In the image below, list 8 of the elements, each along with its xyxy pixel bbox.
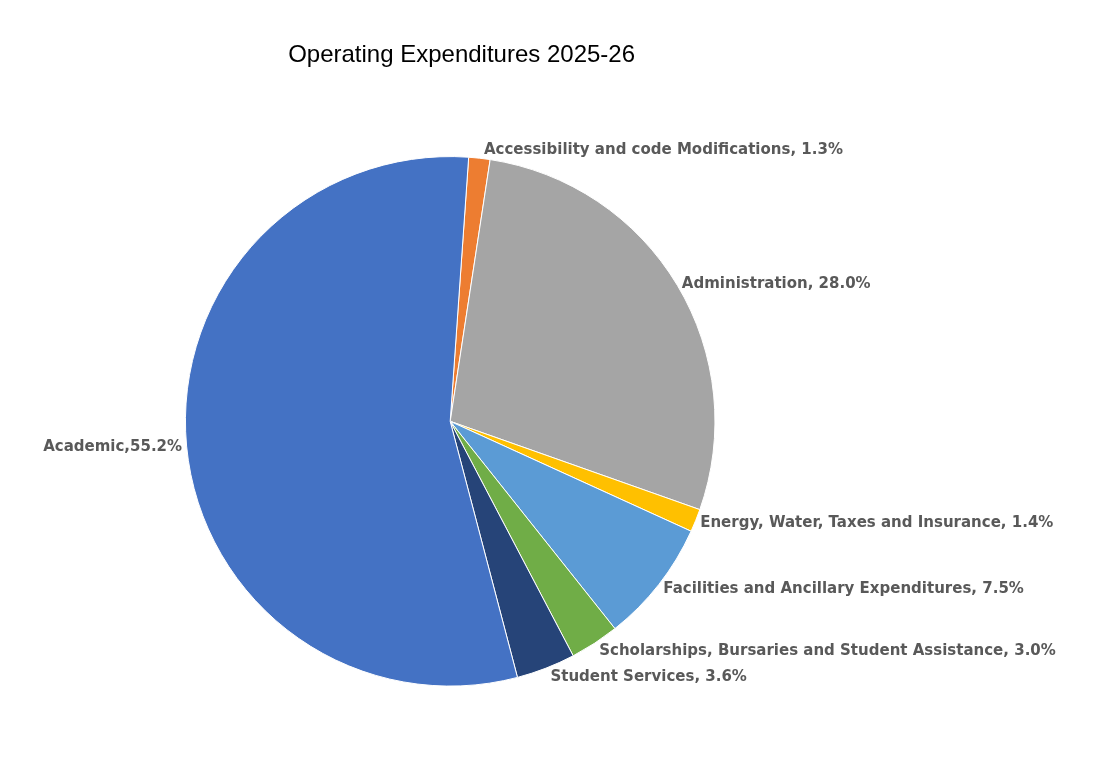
slice-label: Academic,55.2% bbox=[43, 437, 183, 456]
slice-label: Energy, Water, Taxes and Insurance, 1.4% bbox=[700, 512, 1054, 531]
slice-label: Scholarships, Bursaries and Student Assistance, 3.0% bbox=[599, 640, 1056, 659]
slice-label: Facilities and Ancillary Expenditures, 7.5% bbox=[663, 578, 1024, 597]
slice-label: Student Services, 3.6% bbox=[550, 667, 747, 685]
chart-title: Operating Expenditures 2025-26 bbox=[288, 40, 636, 68]
slice-label: Administration, 28.0% bbox=[681, 273, 871, 292]
slice-label: Accessibility and code Modifications, 1.3% bbox=[483, 140, 843, 159]
